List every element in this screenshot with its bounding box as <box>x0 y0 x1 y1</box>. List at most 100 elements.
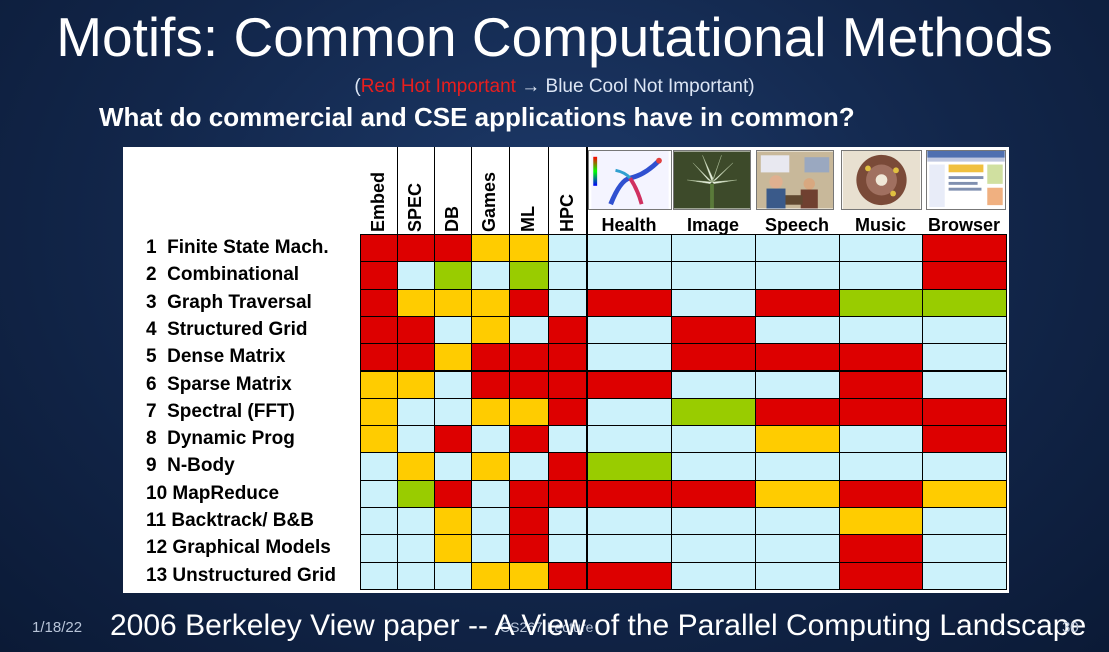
motif-cell <box>587 507 672 536</box>
column-header-spec: SPEC <box>404 182 425 232</box>
motif-cell <box>471 343 510 372</box>
motif-cell <box>839 534 923 563</box>
footer-page-number: 30 <box>1062 619 1079 636</box>
motif-table: Embed SPEC DB Games ML HPC Health Image Speech Mu… <box>123 147 1009 593</box>
motif-cell <box>397 425 435 454</box>
motif-cell <box>755 315 840 345</box>
motif-cell <box>434 452 472 481</box>
motif-cell <box>755 425 840 454</box>
motif-cell <box>839 425 923 454</box>
motif-cell <box>471 288 510 317</box>
motif-cell <box>397 288 435 317</box>
speech-meeting-image <box>756 150 834 210</box>
motif-cell <box>587 261 672 290</box>
header-divider <box>587 147 588 234</box>
column-header-embed: Embed <box>367 171 388 232</box>
header-divider <box>509 147 510 234</box>
column-header-music: Music <box>854 215 906 235</box>
motif-cell <box>471 425 510 454</box>
motif-cell <box>397 397 435 427</box>
motif-cell <box>671 397 756 427</box>
motif-cell <box>509 370 549 399</box>
group-divider <box>586 147 588 589</box>
motif-cell <box>471 479 510 508</box>
motif-cell <box>548 288 588 317</box>
motif-cell <box>755 234 840 263</box>
motif-cell <box>548 370 588 399</box>
row-label: 8 Dynamic Prog <box>146 428 295 450</box>
subtitle-arrow: → <box>515 76 546 97</box>
motif-cell <box>839 507 923 536</box>
motif-cell <box>471 234 510 263</box>
motif-cell <box>434 397 472 427</box>
motif-cell <box>839 261 923 290</box>
motif-cell <box>509 234 549 263</box>
row-label: 13 Unstructured Grid <box>146 564 337 586</box>
motif-cell <box>671 452 756 481</box>
motif-cell <box>509 397 549 427</box>
motif-cell <box>922 288 1007 317</box>
motif-cell <box>671 370 756 399</box>
motif-cell <box>360 288 398 317</box>
motif-cell <box>587 452 672 481</box>
motif-cell <box>922 479 1007 508</box>
row-label: 4 Structured Grid <box>146 318 308 340</box>
subtitle-cool-text: Blue Cool Not Important <box>545 76 749 97</box>
motif-cell <box>509 315 549 345</box>
motif-cell <box>587 288 672 317</box>
motif-cell <box>397 507 435 536</box>
motif-cell <box>360 425 398 454</box>
motif-cell <box>434 288 472 317</box>
slide-subtitle: (Red Hot Important → Blue Cool Not Impor… <box>0 75 1109 99</box>
music-image <box>841 150 922 210</box>
motif-cell <box>397 261 435 290</box>
column-header-speech: Speech <box>764 215 830 235</box>
motif-cell <box>360 343 398 372</box>
motif-cell <box>922 452 1007 481</box>
motif-cell <box>671 534 756 563</box>
motif-cell <box>434 561 472 590</box>
row-label: 5 Dense Matrix <box>146 346 286 368</box>
motif-cell <box>922 397 1007 427</box>
motif-cell <box>548 479 588 508</box>
motif-cell <box>471 370 510 399</box>
motif-cell <box>922 370 1007 399</box>
motif-cell <box>587 534 672 563</box>
motif-cell <box>671 261 756 290</box>
row-label: 9 N-Body <box>146 455 235 477</box>
column-header-ml: ML <box>517 206 538 232</box>
motif-cell <box>509 261 549 290</box>
motif-cell <box>587 343 672 372</box>
motif-cell <box>548 452 588 481</box>
column-header-image: Image <box>686 215 740 235</box>
motif-cell <box>671 315 756 345</box>
motif-cell <box>471 452 510 481</box>
motif-cell <box>671 425 756 454</box>
motif-cell <box>471 261 510 290</box>
motif-cell <box>755 397 840 427</box>
motif-cell <box>922 343 1007 372</box>
motif-cell <box>839 561 923 590</box>
row-label: 12 Graphical Models <box>146 537 331 559</box>
row-label: 2 Combinational <box>146 264 300 286</box>
slide-question: What do commercial and CSE applications … <box>99 102 855 132</box>
footer-date: 1/18/22 <box>32 619 83 636</box>
motif-cell <box>509 507 549 536</box>
motif-cell <box>360 370 398 399</box>
row-label: 3 Graph Traversal <box>146 291 312 313</box>
motif-cell <box>671 507 756 536</box>
motif-cell <box>471 561 510 590</box>
motif-cell <box>360 479 398 508</box>
motif-cell <box>755 561 840 590</box>
header-divider <box>397 147 398 234</box>
motif-cell <box>755 479 840 508</box>
column-header-browser: Browser <box>927 215 1001 235</box>
motif-cell <box>548 507 588 536</box>
motif-cell <box>587 315 672 345</box>
motif-cell <box>922 234 1007 263</box>
motif-cell <box>587 234 672 263</box>
slide-footer: 1/18/22 CS267 Lecture 2006 Berkeley View… <box>0 605 1109 650</box>
motif-cell <box>397 370 435 399</box>
footer-reference: 2006 Berkeley View paper -- A View of th… <box>110 609 1087 642</box>
row-label: 1 Finite State Mach. <box>146 237 329 258</box>
